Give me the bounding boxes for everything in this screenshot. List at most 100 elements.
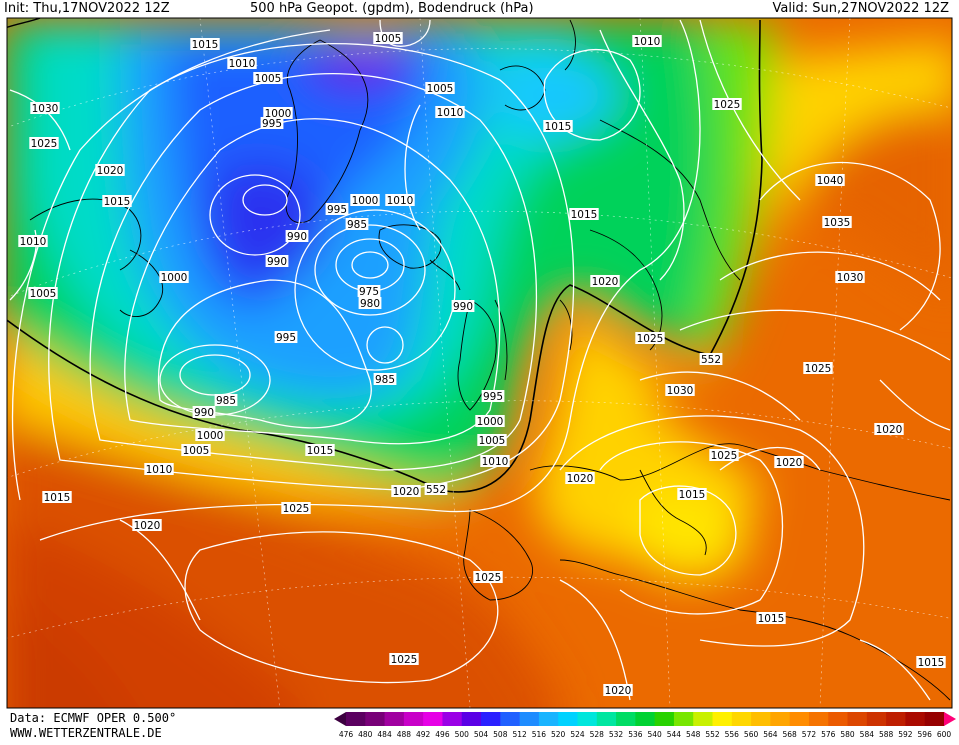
isobar-label-bg xyxy=(473,571,503,583)
isobar-label: 985 xyxy=(375,374,395,386)
colorbar-tick-label: 484 xyxy=(377,730,392,739)
colorbar-swatch xyxy=(481,712,501,726)
isobar-label-bg xyxy=(285,230,309,242)
isobar-label-bg xyxy=(815,174,845,186)
colorbar-tick-label: 516 xyxy=(532,730,547,739)
colorbar-tick-label: 520 xyxy=(551,730,566,739)
colorbar-swatch xyxy=(808,712,829,726)
isobar-label: 1025 xyxy=(31,138,58,150)
isobar-label: 1010 xyxy=(634,36,661,48)
isobar-label: 990 xyxy=(287,231,307,243)
colorbar-tick-label: 592 xyxy=(898,730,913,739)
colorbar-tick-label: 556 xyxy=(725,730,740,739)
colorbar-tick-label: 596 xyxy=(918,730,933,739)
colorbar-tick-label: 488 xyxy=(397,730,412,739)
colorbar-swatch xyxy=(693,712,714,726)
isobar-label: 552 xyxy=(701,354,721,366)
isobar-label-bg xyxy=(263,107,293,119)
isobar-label: 990 xyxy=(453,301,473,313)
isobar-label: 1025 xyxy=(637,333,664,345)
isobar-label: 1000 xyxy=(197,430,224,442)
isobar-label-bg xyxy=(42,491,72,503)
isobar-label: 990 xyxy=(267,256,287,268)
isobar-label-bg xyxy=(916,656,946,668)
colorbar-swatch xyxy=(712,712,733,726)
colorbar-swatch xyxy=(673,712,694,726)
colorbar-tick-label: 528 xyxy=(590,730,605,739)
isobar-label: 1015 xyxy=(679,489,706,501)
colorbar-tick-label: 576 xyxy=(821,730,836,739)
isobar-label: 1020 xyxy=(776,457,803,469)
isobar-label-bg xyxy=(569,208,599,220)
isobar-label: 1010 xyxy=(437,107,464,119)
isobar-label: 995 xyxy=(262,118,282,130)
colorbar-swatch xyxy=(558,712,578,726)
colorbar-tick-label: 476 xyxy=(339,730,354,739)
isobar-label: 1020 xyxy=(605,685,632,697)
isobar-label: 1015 xyxy=(104,196,131,208)
isobar-label-bg xyxy=(30,102,60,114)
isobar-label-bg xyxy=(590,275,620,287)
isobar-label-bg xyxy=(192,406,216,418)
colorbar-swatch xyxy=(770,712,791,726)
isobar-label-bg xyxy=(305,444,335,456)
isobar-label-bg xyxy=(350,194,380,206)
isobar-label-bg xyxy=(435,106,465,118)
isobar-label-bg xyxy=(774,456,804,468)
colorbar-swatch xyxy=(789,712,810,726)
colorbar-tick-label: 508 xyxy=(493,730,508,739)
colorbar-tick-label: 532 xyxy=(609,730,624,739)
isobar-label: 1010 xyxy=(146,464,173,476)
colorbar-tick-label: 544 xyxy=(667,730,682,739)
isobar-label-bg xyxy=(481,390,505,402)
isobar-label: 1010 xyxy=(387,195,414,207)
colorbar-tick-label: 552 xyxy=(705,730,720,739)
colorbar-tick-label: 588 xyxy=(879,730,894,739)
isobar-label: 1025 xyxy=(283,503,310,515)
isobar-label-bg xyxy=(424,483,448,495)
isobar-label: 1010 xyxy=(229,58,256,70)
isobar-label-bg xyxy=(385,194,415,206)
isobar-label-bg xyxy=(345,218,369,230)
colorbar-max-arrow xyxy=(944,712,956,726)
isobar-label-bg xyxy=(373,32,403,44)
isobar-label: 1015 xyxy=(918,657,945,669)
coastlines xyxy=(29,19,951,701)
data-source: Data: ECMWF OPER 0.500° xyxy=(10,711,177,725)
colorbar-tick-label: 500 xyxy=(455,730,470,739)
colorbar-swatch xyxy=(365,712,386,726)
colorbar-tick-label: 560 xyxy=(744,730,759,739)
isobar-label: 980 xyxy=(360,298,380,310)
isobar-label: 1015 xyxy=(571,209,598,221)
valid-time: Valid: Sun,27NOV2022 12Z xyxy=(772,1,949,16)
isobar-label: 1020 xyxy=(134,520,161,532)
colorbar-tick-label: 564 xyxy=(763,730,778,739)
isobar-label-bg xyxy=(132,519,162,531)
isobar-label: 1010 xyxy=(482,456,509,468)
colorbar-swatch xyxy=(886,712,906,726)
colorbar-swatch xyxy=(519,712,540,726)
colorbar-swatch xyxy=(731,712,752,726)
website-credit: WWW.WETTERZENTRALE.DE xyxy=(10,726,162,740)
colorbar-tick-label: 512 xyxy=(512,730,527,739)
isobar-label-bg xyxy=(265,255,289,267)
isobar-label: 990 xyxy=(194,407,214,419)
isobar-label: 1025 xyxy=(391,654,418,666)
isobar-label: 1025 xyxy=(711,450,738,462)
isobar-label-bg xyxy=(95,164,125,176)
isobar-label-bg xyxy=(373,373,397,385)
isobar-label: 1020 xyxy=(592,276,619,288)
isobar-label-bg xyxy=(29,137,59,149)
isobar-label: 995 xyxy=(276,332,296,344)
isobar-label: 1015 xyxy=(758,613,785,625)
isobar-label-bg xyxy=(677,488,707,500)
colorbar-swatch xyxy=(866,712,887,726)
isobar-label: 1030 xyxy=(32,103,59,115)
isobar-label-bg xyxy=(281,502,311,514)
isobar-label-bg xyxy=(699,353,723,365)
colorbar-tick-label: 548 xyxy=(686,730,701,739)
isobar-label: 1015 xyxy=(307,445,334,457)
isobar-label: 1025 xyxy=(475,572,502,584)
